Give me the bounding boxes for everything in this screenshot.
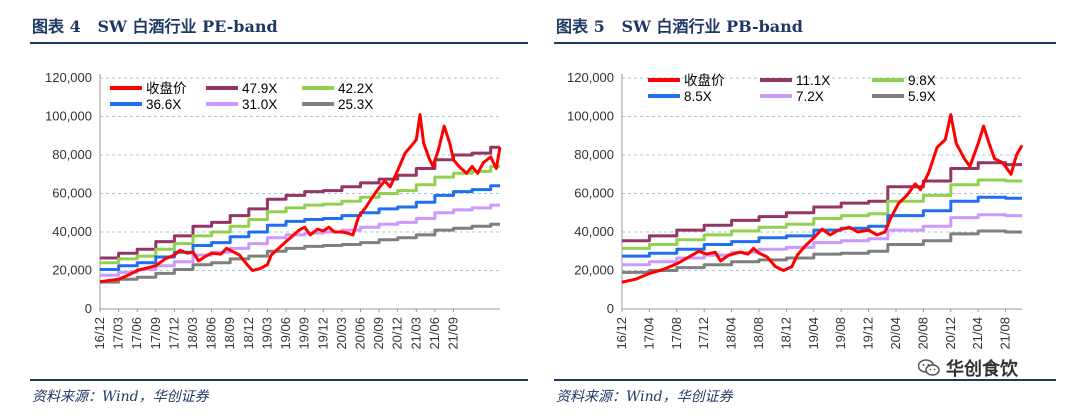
chart-title: 图表 4 SW 白酒行业 PE-band [32,13,278,37]
x-tick-label: 18/04 [724,317,739,350]
x-tick-label: 21/03 [408,317,423,350]
x-tick-label: 20/03 [334,317,349,350]
pb-band-chart: 0 20,000 40,000 60,000 80,000 100,000 120,000 1… [567,70,1024,350]
y-tick-label: 80,000 [52,147,92,162]
x-tick-label: 17/06 [129,317,144,350]
watermark-text: 华创食饮 [946,359,1018,380]
series-line-8.5X [622,195,1022,258]
legend-label: 收盘价 [146,80,187,96]
y-tick-label: 100,000 [567,109,614,124]
series-line-收盘价 [621,113,1024,284]
x-tick-label: 18/12 [778,317,793,350]
chart-panel-pb-band: 图表 5 SW 白酒行业 PB-band 0 20,000 40,000 60,000… [552,0,1080,418]
y-tick-label: 40,000 [574,224,614,239]
x-tick-label: 18/08 [751,317,766,350]
x-tick-label: 20/04 [888,317,903,350]
y-tick-label: 40,000 [52,224,92,239]
title-rule [554,42,1056,44]
x-tick-label: 19/12 [315,317,330,350]
legend-label: 9.8X [908,73,936,88]
series-line-收盘价 [99,113,502,284]
series-line-5.9X [622,229,1022,274]
x-tick-label: 17/04 [641,317,656,350]
legend-label: 8.5X [684,89,712,104]
chart-title: 图表 5 SW 白酒行业 PB-band [556,13,803,37]
series-line-7.2X [622,213,1022,267]
chart-title-text: SW 白酒行业 PE-band [97,17,278,36]
y-tick-label: 0 [85,301,92,316]
x-tick-label: 21/08 [998,317,1013,350]
series-line-9.8X [622,178,1022,250]
y-tick-label: 0 [607,301,614,316]
x-tick-label: 17/12 [166,317,181,350]
legend-label: 36.6X [146,97,181,112]
legend-label: 收盘价 [684,72,725,88]
series-line-11.1X [622,161,1022,243]
x-tick-label: 20/06 [352,317,367,350]
x-tick-label: 21/04 [970,317,985,350]
x-tick-label: 21/09 [445,317,460,350]
series-line-42.2X [100,165,500,265]
x-tick-label: 17/12 [696,317,711,350]
x-tick-label: 19/04 [806,317,821,350]
figure-label: 图表 4 [32,17,81,36]
legend-label: 31.0X [242,97,277,112]
figure-label: 图表 5 [556,17,605,36]
y-tick-label: 100,000 [45,109,92,124]
legend-label: 47.9X [242,81,277,96]
x-tick-label: 17/08 [669,317,684,350]
x-tick-label: 21/06 [427,317,442,350]
y-tick-label: 60,000 [52,186,92,201]
x-tick-label: 20/12 [390,317,405,350]
y-tick-label: 120,000 [567,70,614,85]
legend-label: 42.2X [338,81,373,96]
wechat-icon [918,359,940,376]
chart-panel-pe-band: 图表 4 SW 白酒行业 PE-band 0 20,000 40,000 60,000… [30,13,528,405]
x-tick-label: 19/06 [278,317,293,350]
x-tick-label: 18/03 [185,317,200,350]
x-tick-label: 19/08 [833,317,848,350]
y-tick-label: 60,000 [574,186,614,201]
x-tick-label: 19/03 [259,317,274,350]
x-tick-label: 19/12 [861,317,876,350]
series-line-47.9X [100,145,500,260]
series-line-36.6X [100,184,500,271]
x-tick-label: 16/12 [614,317,629,350]
y-tick-label: 20,000 [52,263,92,278]
source-rule [554,379,1056,381]
x-tick-label: 20/12 [943,317,958,350]
legend-label: 5.9X [908,89,936,104]
legend-label: 11.1X [796,73,830,88]
source-rule [30,379,528,381]
source-note: 资料来源：Wind，华创证券 [556,389,733,405]
x-tick-label: 18/06 [204,317,219,350]
x-tick-label: 16/12 [92,317,107,350]
x-tick-label: 18/09 [222,317,237,350]
series-line-25.3X [100,222,500,284]
y-tick-label: 120,000 [45,70,92,85]
x-tick-label: 17/09 [148,317,163,350]
legend-label: 7.2X [796,89,824,104]
y-tick-label: 80,000 [574,147,614,162]
title-rule [30,42,528,44]
legend-label: 25.3X [338,97,373,112]
x-tick-label: 20/09 [371,317,386,350]
x-tick-label: 17/03 [111,317,126,350]
watermark: 华创食饮 [918,355,1018,381]
x-tick-label: 19/09 [297,317,312,350]
source-note: 资料来源：Wind，华创证券 [32,389,209,405]
chart-title-text: SW 白酒行业 PB-band [621,17,803,36]
x-tick-label: 20/08 [915,317,930,350]
series-line-31.0X [100,203,500,277]
y-tick-label: 20,000 [574,263,614,278]
x-tick-label: 18/12 [241,317,256,350]
pe-band-chart: 0 20,000 40,000 60,000 80,000 100,000 120,000 1… [45,70,502,350]
